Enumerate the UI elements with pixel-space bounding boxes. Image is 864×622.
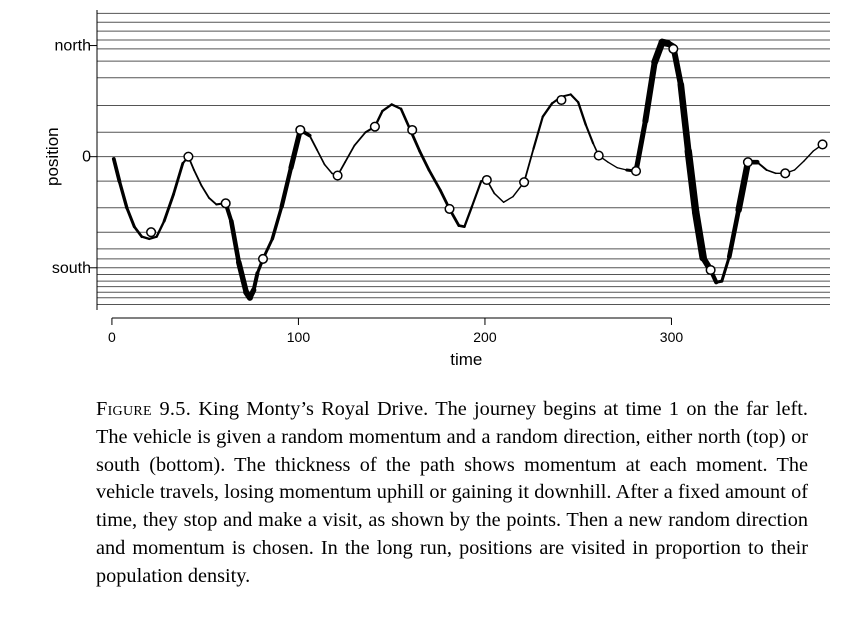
visit-point [668, 43, 679, 54]
path-segment [756, 161, 768, 171]
chart: 0 100 200 300 north 0 south time position [43, 10, 830, 369]
path-segment [162, 192, 175, 223]
path-segment [735, 159, 752, 214]
path-segment [470, 180, 483, 208]
path-segment [155, 219, 166, 238]
path-segment [541, 102, 554, 118]
horizontal-guide-lines [97, 12, 830, 305]
ticks: 0 100 200 300 north 0 south [52, 38, 683, 345]
path-segment [251, 271, 260, 292]
visit-point [519, 177, 530, 188]
visit-point [705, 264, 716, 276]
path-segment [463, 205, 474, 228]
path-segment [270, 204, 284, 241]
path-segment [633, 118, 648, 174]
path-segment [493, 192, 505, 203]
x-tick-label: 300 [660, 329, 684, 345]
path-segment [390, 103, 403, 111]
path-segment [323, 163, 333, 175]
visit-point [444, 203, 455, 214]
x-tick-label: 200 [473, 329, 497, 345]
visit-point [183, 151, 194, 162]
visit-point [146, 227, 157, 238]
path-segment [793, 160, 805, 171]
caption-figure-label: Figure 9.5. [96, 398, 192, 420]
path-segment [427, 168, 442, 192]
path-segment [381, 103, 393, 113]
visit-point [630, 166, 642, 177]
path-segment [616, 167, 628, 171]
axes [96, 10, 672, 319]
visit-point [220, 198, 231, 209]
path-segment [803, 150, 814, 162]
visit-point [295, 124, 306, 136]
path-segment [577, 101, 587, 126]
path-segment [677, 81, 692, 155]
visit-points [146, 43, 828, 276]
path-segment [569, 93, 580, 104]
path-segment [117, 179, 129, 210]
path-segment [140, 235, 151, 241]
path-segment [288, 127, 303, 171]
path-segment [344, 144, 356, 164]
path-segment [607, 161, 619, 169]
x-tick-label: 0 [108, 329, 116, 345]
visit-point [481, 174, 492, 186]
path-segment [193, 169, 203, 187]
y-tick-label: north [55, 38, 91, 55]
path-segment [308, 134, 319, 151]
path-segment [132, 225, 144, 238]
visit-point [817, 139, 828, 150]
visit-point [556, 94, 567, 106]
path-segment [765, 169, 777, 175]
path-segment [207, 196, 218, 206]
visit-point [257, 253, 269, 264]
trajectory-path [111, 38, 824, 301]
path-segment [502, 195, 514, 203]
visit-point [407, 124, 418, 136]
path-segment [584, 123, 595, 145]
path-segment [236, 259, 249, 295]
path-segment [228, 218, 242, 265]
y-axis-title: position [43, 127, 62, 186]
path-segment [523, 147, 535, 184]
path-segment [353, 131, 367, 147]
path-segment [111, 157, 122, 183]
path-segment [125, 206, 136, 229]
visit-point [780, 168, 791, 179]
path-segment [691, 208, 707, 262]
visit-point [593, 150, 604, 161]
path-segment [200, 184, 210, 199]
path-segment [418, 149, 431, 172]
path-segment [279, 165, 294, 209]
path-segment [720, 255, 731, 283]
path-segment [172, 161, 185, 196]
x-axis-title: time [450, 350, 482, 369]
path-segment [726, 207, 741, 259]
y-tick-label: 0 [82, 149, 91, 166]
path-segment [532, 115, 544, 150]
y-tick-label: south [52, 260, 91, 277]
caption-text: King Monty’s Royal Drive. The journey be… [96, 398, 808, 587]
path-segment [316, 149, 326, 166]
path-segment [148, 235, 158, 240]
path-segment [684, 147, 700, 216]
visit-point [332, 170, 343, 181]
visit-point [369, 121, 380, 132]
visit-point [742, 157, 753, 168]
figure-caption: Figure 9.5. King Monty’s Royal Drive. Th… [96, 396, 808, 591]
path-segment [642, 59, 658, 125]
x-tick-label: 100 [287, 329, 311, 345]
